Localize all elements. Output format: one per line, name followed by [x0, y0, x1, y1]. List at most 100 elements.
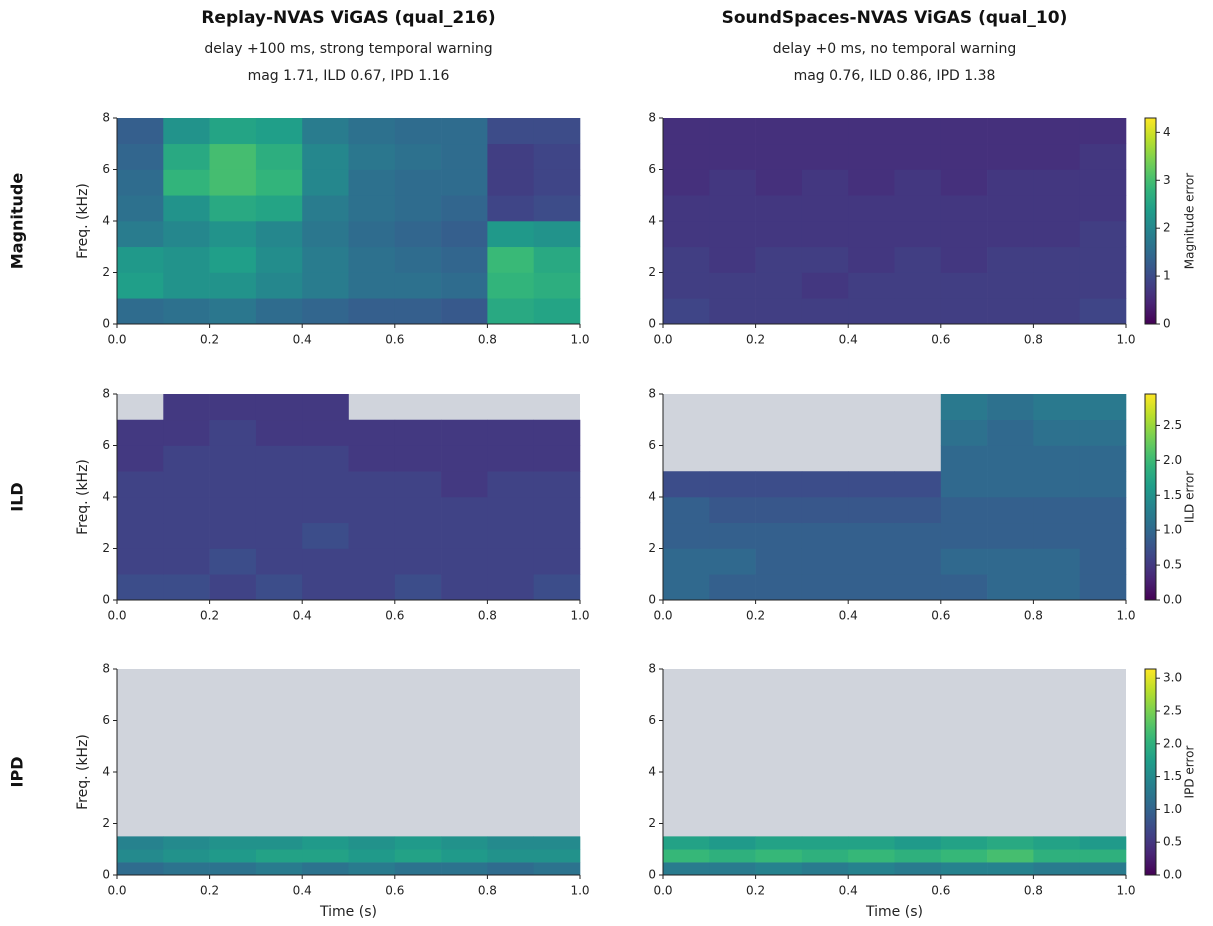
heatmap-cell [940, 849, 988, 863]
y-tick-label: 2 [648, 265, 656, 279]
heatmap-cell [1079, 169, 1127, 196]
heatmap-cell [1033, 169, 1080, 196]
heatmap-cell [987, 169, 1034, 196]
heatmap-cell [663, 118, 710, 145]
heatmap-cell [163, 548, 210, 575]
heatmap-cell [940, 169, 988, 196]
heatmap-cell [255, 118, 303, 145]
heatmap-cell [987, 246, 1034, 273]
x-tick-label: 0.2 [746, 609, 765, 623]
heatmap-cell [533, 849, 581, 863]
heatmap-cell [348, 445, 396, 472]
heatmap-cell [663, 195, 710, 222]
heatmap-cell [663, 143, 710, 170]
colorbar-tick-label: 1 [1163, 269, 1171, 283]
heatmap-cell [441, 836, 488, 850]
heatmap-cell [1033, 849, 1080, 863]
heatmap-cell [302, 471, 349, 498]
heatmap-cell [487, 118, 534, 145]
heatmap-cell [302, 298, 349, 325]
heatmap-cell [163, 419, 210, 446]
y-tick-label: 8 [648, 387, 656, 401]
heatmap-cell [255, 272, 303, 299]
y-tick-label: 4 [648, 214, 656, 228]
heatmap-cell [348, 118, 396, 145]
x-tick-label: 0.0 [107, 333, 126, 347]
heatmap-cell [302, 849, 349, 863]
colorbar [1144, 393, 1157, 601]
colorbar [1144, 117, 1157, 325]
heatmap-cell [709, 272, 756, 299]
y-axis-label: Freq. (kHz) [75, 459, 91, 535]
heatmap-cell [441, 574, 488, 601]
column-title: SoundSpaces-NVAS ViGAS (qual_10) [722, 8, 1068, 28]
heatmap-cell [894, 471, 942, 498]
heatmap-cell [709, 118, 756, 145]
heatmap-cell [533, 497, 581, 524]
heatmap-cell [302, 548, 349, 575]
heatmap-cell [987, 419, 1034, 446]
heatmap-cell [1079, 394, 1127, 421]
row-label: ILD [8, 482, 27, 511]
heatmap-cell [894, 169, 942, 196]
y-tick-label: 2 [102, 541, 110, 555]
heatmap-cell [940, 272, 988, 299]
heatmap-cell [441, 118, 488, 145]
x-tick-label: 0.2 [746, 333, 765, 347]
x-tick-label: 0.0 [653, 333, 672, 347]
heatmap-cell [755, 118, 803, 145]
heatmap-cell [663, 497, 710, 524]
heatmap-cell [801, 118, 849, 145]
heatmap-cell [487, 143, 534, 170]
heatmap-cell [163, 394, 210, 421]
x-tick-label: 0.0 [653, 884, 672, 898]
x-tick-label: 0.8 [478, 609, 497, 623]
y-tick-label: 6 [102, 438, 110, 452]
heatmap-cell [533, 471, 581, 498]
heatmap-cell [940, 298, 988, 325]
column-title: Replay-NVAS ViGAS (qual_216) [201, 8, 495, 28]
heatmap-cell [755, 272, 803, 299]
colorbar-tick-label: 2.0 [1163, 453, 1182, 467]
y-tick-label: 6 [648, 162, 656, 176]
heatmap-cell [987, 118, 1034, 145]
heatmap-cell [487, 497, 534, 524]
heatmap-cell [894, 272, 942, 299]
heatmap-cell [117, 862, 164, 876]
heatmap-cell [487, 272, 534, 299]
heatmap-cell [755, 221, 803, 248]
heatmap-cell [940, 836, 988, 850]
heatmap-cell [533, 221, 581, 248]
heatmap-cell [255, 445, 303, 472]
heatmap-cell [394, 836, 442, 850]
x-tick-label: 1.0 [570, 609, 589, 623]
heatmap-cell [1079, 221, 1127, 248]
heatmap-cell [441, 143, 488, 170]
heatmap-cell [533, 548, 581, 575]
heatmap-cell [801, 195, 849, 222]
colorbar-tick-label: 1.0 [1163, 802, 1182, 816]
x-tick-label: 0.2 [200, 884, 219, 898]
colorbar-tick-label: 0.5 [1163, 558, 1182, 572]
heatmap-cell [894, 522, 942, 549]
colorbar-label: Magnitude error [1183, 173, 1197, 270]
subtitle: delay +0 ms, no temporal warning [773, 41, 1016, 57]
heatmap-cell [163, 272, 210, 299]
x-tick-label: 0.2 [200, 333, 219, 347]
heatmap-cell [940, 574, 988, 601]
colorbar-tick-label: 1.0 [1163, 523, 1182, 537]
heatmap-cell [801, 298, 849, 325]
heatmap-cell [302, 497, 349, 524]
heatmap-cell [302, 195, 349, 222]
y-tick-label: 8 [102, 111, 110, 125]
heatmap-cell [755, 574, 803, 601]
heatmap-cell [987, 836, 1034, 850]
heatmap-cell [117, 849, 164, 863]
y-tick-label: 0 [102, 868, 110, 882]
heatmap-cell [348, 471, 396, 498]
heatmap-cell [709, 836, 756, 850]
x-tick-label: 0.2 [746, 884, 765, 898]
x-tick-label: 1.0 [570, 884, 589, 898]
heatmap-cell [709, 169, 756, 196]
